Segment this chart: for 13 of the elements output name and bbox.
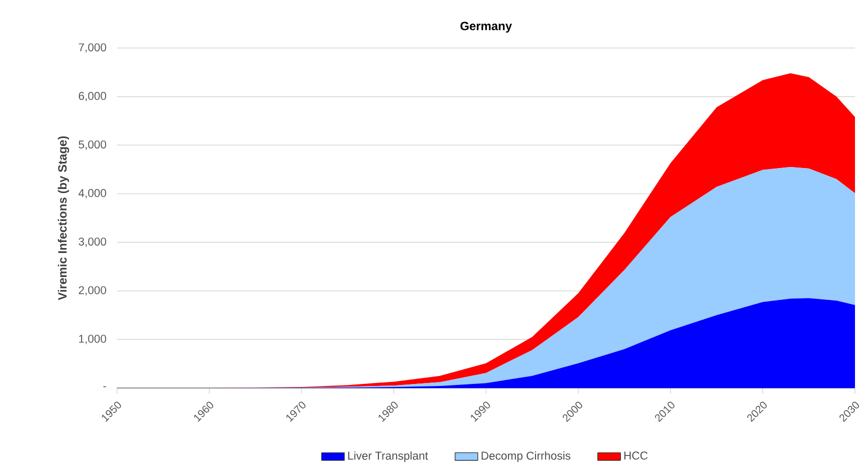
y-tick-label: 3,000: [78, 238, 106, 247]
legend-label: Liver Transplant: [348, 451, 428, 462]
y-tick-label: 6,000: [78, 92, 106, 102]
y-tick-label: 2,000: [78, 286, 106, 296]
chart-title: Germany: [460, 22, 512, 33]
legend-label: HCC: [624, 452, 648, 460]
y-tick-label: 7,000: [78, 43, 106, 53]
y-tick-label: 1,000: [79, 334, 106, 344]
y-tick-label: -: [103, 386, 106, 388]
y-axis-title: Viremic Infections (by Stage): [58, 136, 70, 300]
y-tick-label: 4,000: [78, 189, 106, 198]
legend-label: Decomp Cirrhosis: [482, 451, 570, 462]
y-tick-label: 5,000: [78, 140, 106, 150]
